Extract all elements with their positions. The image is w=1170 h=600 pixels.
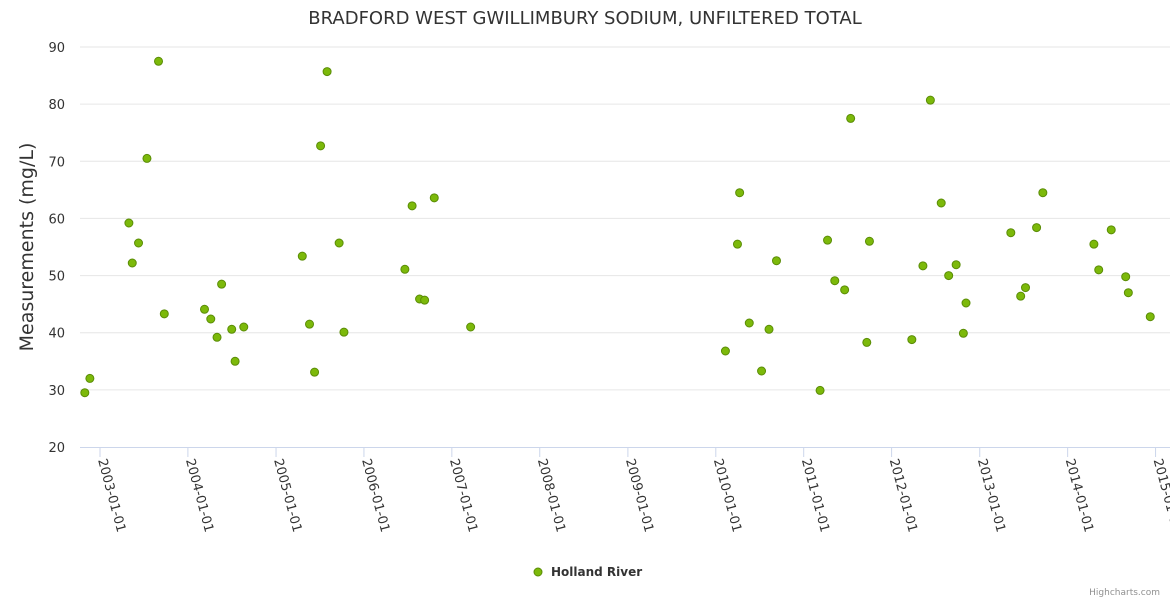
data-point[interactable] xyxy=(936,198,946,208)
data-point[interactable] xyxy=(80,388,90,398)
data-point[interactable] xyxy=(958,328,968,338)
y-axis-title: Measurements (mg/L) xyxy=(16,143,38,352)
data-point[interactable] xyxy=(134,238,144,248)
data-point[interactable] xyxy=(840,285,850,295)
data-point[interactable] xyxy=(757,366,767,376)
data-point[interactable] xyxy=(864,236,874,246)
data-point[interactable] xyxy=(407,201,417,211)
data-point[interactable] xyxy=(297,251,307,261)
y-tick-label: 60 xyxy=(48,212,65,227)
data-point[interactable] xyxy=(334,238,344,248)
data-point[interactable] xyxy=(1089,239,1099,249)
data-point[interactable] xyxy=(1121,272,1131,282)
data-point[interactable] xyxy=(925,95,935,105)
data-point[interactable] xyxy=(951,260,961,270)
data-point[interactable] xyxy=(1016,291,1026,301)
data-point[interactable] xyxy=(316,141,326,151)
data-point[interactable] xyxy=(961,298,971,308)
data-point[interactable] xyxy=(154,56,164,66)
legend-item[interactable]: Holland River xyxy=(533,565,642,579)
data-point[interactable] xyxy=(339,327,349,337)
data-point[interactable] xyxy=(305,319,315,329)
credits-link[interactable]: Highcharts.com xyxy=(1089,588,1160,598)
data-point[interactable] xyxy=(400,264,410,274)
data-point[interactable] xyxy=(230,356,240,366)
y-tick-label: 80 xyxy=(48,98,65,113)
data-point[interactable] xyxy=(1006,228,1016,238)
data-point[interactable] xyxy=(732,239,742,249)
data-point[interactable] xyxy=(1094,265,1104,275)
data-point[interactable] xyxy=(466,322,476,332)
data-point[interactable] xyxy=(771,256,781,266)
data-point[interactable] xyxy=(159,309,169,319)
data-point[interactable] xyxy=(764,324,774,334)
y-axis: 20 30 40 50 60 70 80 90 xyxy=(48,41,65,456)
y-tick-label: 30 xyxy=(48,384,65,399)
data-point[interactable] xyxy=(735,188,745,198)
y-tick-label: 90 xyxy=(48,41,65,56)
data-point[interactable] xyxy=(239,322,249,332)
legend-symbol xyxy=(533,567,543,577)
data-point[interactable] xyxy=(212,332,222,342)
data-point[interactable] xyxy=(944,271,954,281)
data-point[interactable] xyxy=(85,373,95,383)
chart-title: BRADFORD WEST GWILLIMBURY SODIUM, UNFILT… xyxy=(308,8,861,29)
data-point[interactable] xyxy=(744,318,754,328)
legend-label: Holland River xyxy=(551,565,642,579)
data-point[interactable] xyxy=(142,153,152,163)
series-holland-river[interactable] xyxy=(80,56,1155,398)
data-point[interactable] xyxy=(1106,225,1116,235)
data-point[interactable] xyxy=(918,261,928,271)
data-point[interactable] xyxy=(1038,188,1048,198)
data-point[interactable] xyxy=(1145,312,1155,322)
data-point[interactable] xyxy=(217,279,227,289)
data-point[interactable] xyxy=(907,335,917,345)
data-point[interactable] xyxy=(322,67,332,77)
gridlines xyxy=(80,46,1170,391)
y-tick-label: 50 xyxy=(48,270,65,285)
data-point[interactable] xyxy=(830,276,840,286)
y-tick-label: 20 xyxy=(48,441,65,456)
data-point[interactable] xyxy=(420,295,430,305)
data-point[interactable] xyxy=(1021,283,1031,293)
data-point[interactable] xyxy=(227,324,237,334)
y-tick-label: 70 xyxy=(48,155,65,170)
data-point[interactable] xyxy=(823,235,833,245)
data-point[interactable] xyxy=(1123,288,1133,298)
data-point[interactable] xyxy=(429,193,439,203)
data-point[interactable] xyxy=(815,385,825,395)
data-point[interactable] xyxy=(862,337,872,347)
data-point[interactable] xyxy=(720,346,730,356)
data-point[interactable] xyxy=(310,367,320,377)
data-point[interactable] xyxy=(127,258,137,268)
data-point[interactable] xyxy=(200,304,210,314)
data-point[interactable] xyxy=(846,113,856,123)
data-point[interactable] xyxy=(1032,223,1042,233)
data-point[interactable] xyxy=(206,314,216,324)
data-point[interactable] xyxy=(124,218,134,228)
y-tick-label: 40 xyxy=(48,327,65,342)
